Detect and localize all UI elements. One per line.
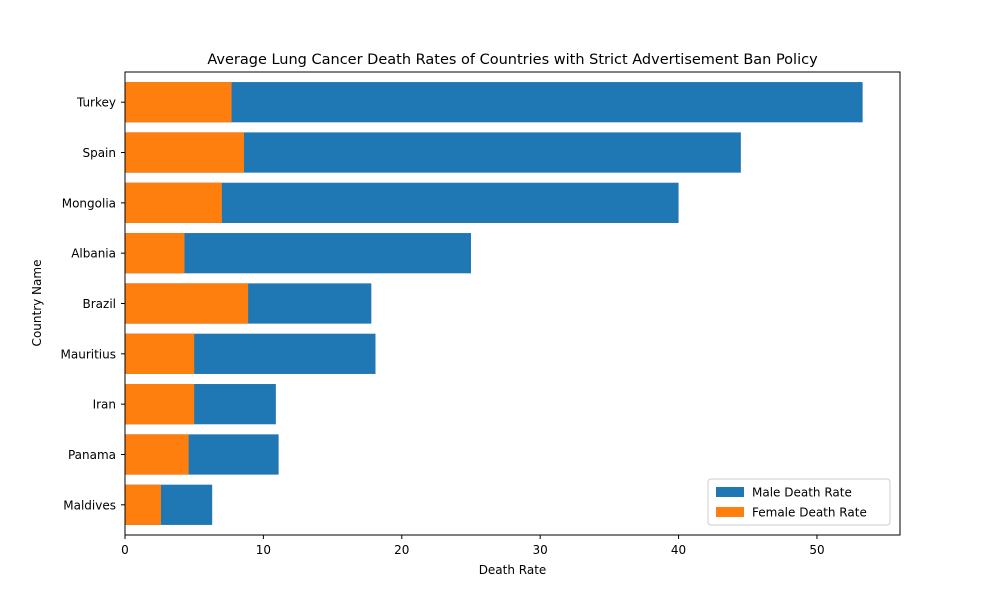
y-tick-label-mongolia: Mongolia (62, 196, 116, 210)
legend-label-male: Male Death Rate (752, 486, 852, 500)
legend-box (707, 478, 891, 526)
bar-female-iran (125, 384, 195, 425)
bar-female-spain (125, 132, 245, 173)
bar-female-mauritius (125, 333, 195, 374)
bar-female-brazil (125, 283, 249, 324)
bars (125, 82, 863, 525)
x-tick-label: 40 (671, 543, 686, 557)
y-tick-label-spain: Spain (82, 146, 116, 160)
y-tick-label-brazil: Brazil (83, 297, 117, 311)
bar-female-turkey (125, 82, 232, 123)
bar-male-turkey (125, 82, 863, 123)
chart-title: Average Lung Cancer Death Rates of Count… (207, 52, 818, 68)
y-tick-label-maldives: Maldives (63, 498, 116, 512)
bar-female-mongolia (125, 182, 222, 223)
bar-female-albania (125, 233, 185, 274)
y-tick-label-albania: Albania (71, 247, 116, 261)
y-tick-label-iran: Iran (93, 398, 116, 412)
y-tick-label-panama: Panama (68, 448, 116, 462)
legend-swatch-female (716, 507, 744, 517)
legend-label-female: Female Death Rate (752, 506, 867, 520)
x-tick-label: 0 (121, 543, 129, 557)
y-axis-label: Country Name (30, 260, 44, 347)
axes: 0 10 20 30 40 50 Turkey Spain Mongolia Albania Bra… (61, 71, 901, 557)
y-tick-label-turkey: Turkey (76, 96, 116, 110)
legend-swatch-male (716, 487, 744, 497)
x-tick-label: 20 (394, 543, 409, 557)
x-tick-label: 10 (256, 543, 271, 557)
x-axis-label: Death Rate (479, 563, 547, 577)
bar-female-panama (125, 434, 189, 475)
x-tick-label: 50 (809, 543, 824, 557)
bar-female-maldives (125, 484, 161, 525)
legend: Male Death Rate Female Death Rate (707, 478, 891, 526)
x-tick-label: 30 (533, 543, 548, 557)
y-tick-label-mauritius: Mauritius (61, 347, 116, 361)
